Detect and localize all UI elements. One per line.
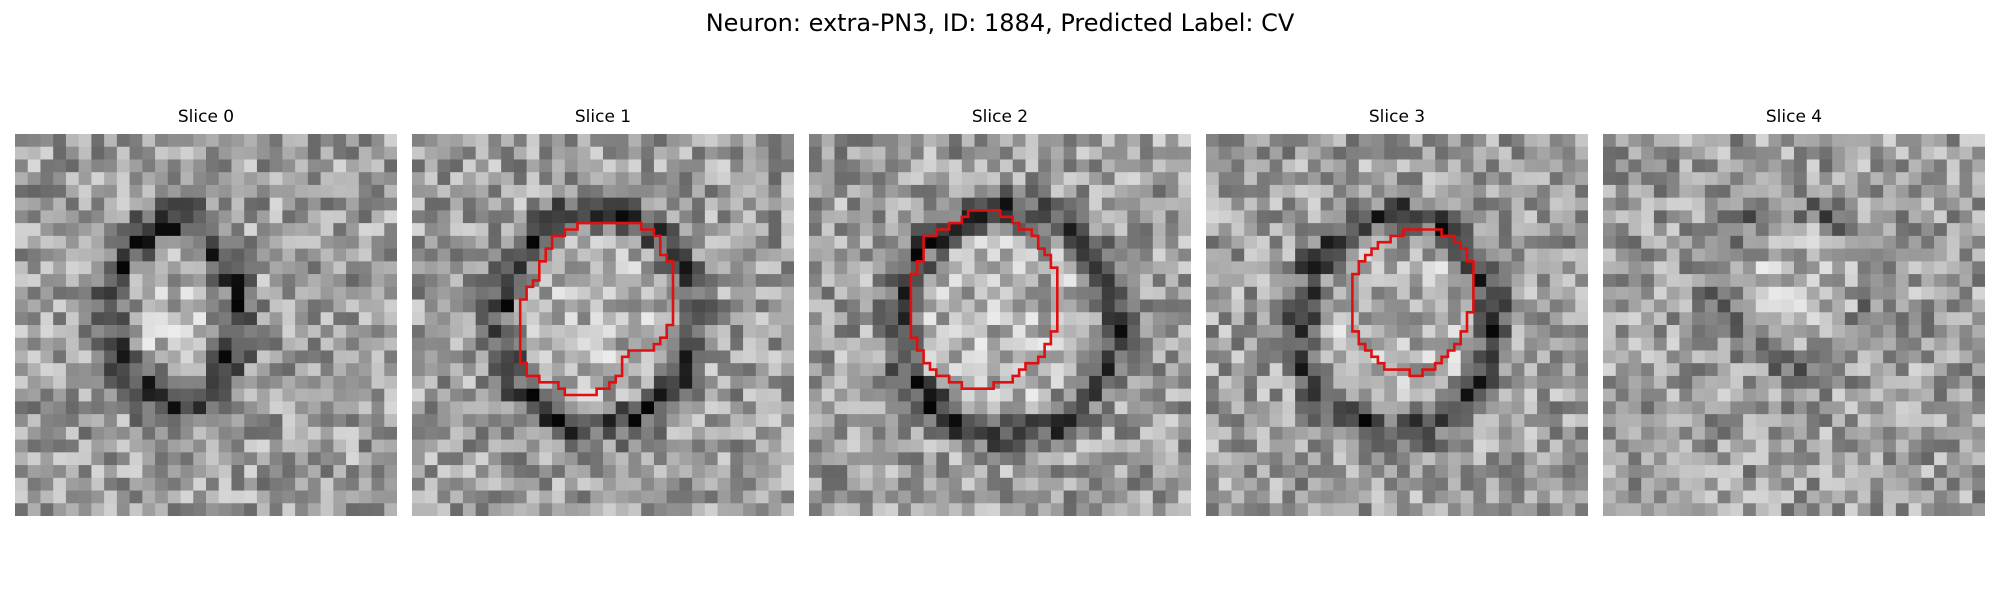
slice-title: Slice 1 — [574, 107, 632, 127]
slice-title: Slice 4 — [1765, 107, 1823, 127]
slice-image — [1206, 134, 1588, 516]
segmentation-outline — [518, 221, 675, 397]
segmentation-outline — [909, 209, 1059, 390]
slice-title: Slice 3 — [1368, 107, 1426, 127]
slice-panels: Slice 0 Slice 1 Slice 2 Slice 3 Slice 4 — [15, 106, 1985, 518]
slice-title: Slice 2 — [971, 107, 1029, 127]
slice-panel-2: Slice 2 — [809, 106, 1191, 518]
segmentation-outline — [1351, 228, 1475, 378]
figure-title: Neuron: extra-PN3, ID: 1884, Predicted L… — [705, 9, 1295, 37]
slice-panel-1: Slice 1 — [412, 106, 794, 518]
slice-image — [1603, 134, 1985, 516]
slice-panel-0: Slice 0 — [15, 106, 397, 518]
slice-title: Slice 0 — [177, 107, 235, 127]
slice-panel-3: Slice 3 — [1206, 106, 1588, 518]
slice-panel-4: Slice 4 — [1603, 106, 1985, 518]
slice-image — [809, 134, 1191, 516]
slice-image — [15, 134, 397, 516]
slice-image — [412, 134, 794, 516]
